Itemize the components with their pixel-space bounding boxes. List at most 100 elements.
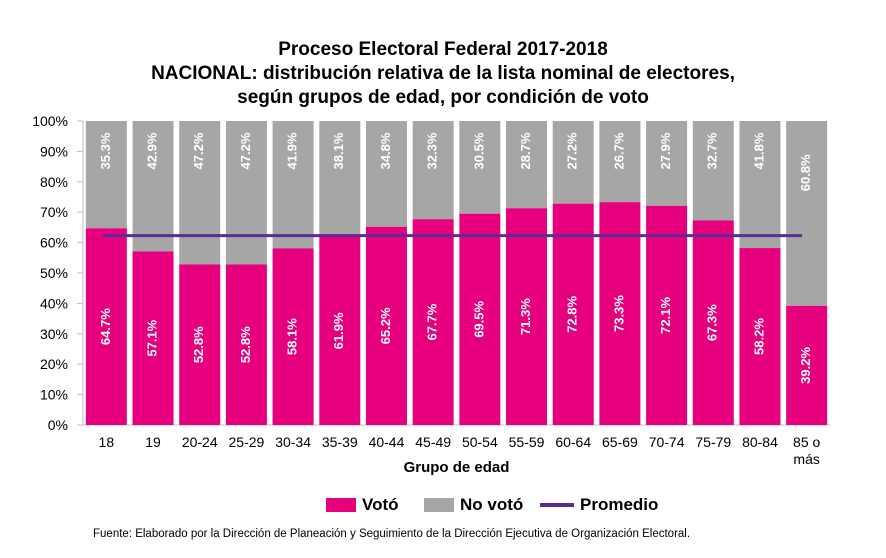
data-label-no-voto: 35.3%: [98, 132, 113, 169]
bar-voto: [319, 236, 361, 425]
bar-no-voto: [272, 121, 314, 249]
y-tick-label: 10%: [40, 387, 68, 403]
bar-voto: [225, 264, 267, 425]
chart-title-line-1: Proceso Electoral Federal 2017-2018: [278, 39, 608, 60]
legend-item-voto: Votó: [326, 495, 399, 515]
bar-voto: [786, 305, 828, 425]
data-label-no-voto: 26.7%: [611, 132, 626, 169]
legend-swatch-voto: [326, 498, 356, 512]
x-tick-label: 25-29: [229, 434, 265, 450]
y-tick-label: 60%: [40, 235, 68, 251]
bar-no-voto: [552, 121, 594, 204]
x-tick-label: 55-59: [509, 434, 545, 450]
legend-swatch-no-voto: [424, 498, 454, 512]
data-label-no-voto: 38.1%: [331, 132, 346, 169]
data-label-voto: 71.3%: [518, 298, 533, 335]
y-tick-label: 70%: [40, 204, 68, 220]
y-tick-label: 80%: [40, 174, 68, 190]
chart-title-line-3: según grupos de edad, por condición de v…: [237, 87, 649, 108]
legend-swatch-promedio: [540, 503, 574, 507]
data-label-voto: 64.7%: [98, 308, 113, 345]
x-tick-label: 65-69: [602, 434, 638, 450]
bar-voto: [646, 205, 688, 425]
bar-no-voto: [459, 121, 501, 214]
bar-voto: [599, 202, 641, 425]
bar-voto: [506, 208, 548, 425]
data-label-no-voto: 60.8%: [798, 154, 813, 191]
data-label-voto: 72.1%: [658, 297, 673, 334]
bar-voto: [85, 228, 127, 425]
bar-no-voto: [506, 121, 548, 209]
data-label-voto: 67.3%: [705, 304, 720, 341]
legend-label-no-voto: No votó: [460, 495, 524, 514]
x-tick-label: 85 o: [793, 434, 820, 450]
x-axis-title: Grupo de edad: [404, 459, 510, 476]
legend-label-promedio: Promedio: [580, 495, 659, 514]
bar-no-voto: [599, 121, 641, 203]
bar-voto: [552, 203, 594, 425]
x-tick-label: 18: [99, 434, 115, 450]
data-label-voto: 58.1%: [285, 318, 300, 355]
bar-no-voto: [85, 121, 127, 229]
x-tick-label: 80-84: [742, 434, 778, 450]
source-note: Fuente: Elaborado por la Dirección de Pl…: [93, 528, 691, 540]
bar-no-voto: [692, 121, 734, 221]
x-tick-label: 45-49: [415, 434, 451, 450]
y-tick-label: 0%: [48, 417, 68, 433]
y-tick-label: 90%: [40, 143, 68, 159]
data-label-voto: 52.8%: [238, 326, 253, 363]
bar-voto: [412, 219, 454, 425]
bar-voto: [692, 220, 734, 425]
data-label-voto: 72.8%: [565, 295, 580, 332]
x-tick-label: 35-39: [322, 434, 358, 450]
x-tick-label: 60-64: [555, 434, 591, 450]
bar-voto: [739, 248, 781, 425]
data-label-voto: 73.3%: [611, 295, 626, 332]
y-tick-label: 100%: [32, 113, 68, 129]
chart-title-line-2: NACIONAL: distribución relativa de la li…: [151, 63, 735, 84]
data-label-no-voto: 27.2%: [565, 132, 580, 169]
x-tick-label: 19: [145, 434, 161, 450]
bar-no-voto: [319, 121, 361, 237]
legend-label-voto: Votó: [362, 495, 399, 514]
data-label-no-voto: 34.8%: [378, 132, 393, 169]
data-label-voto: 69.5%: [471, 300, 486, 337]
bar-no-voto: [739, 121, 781, 249]
x-tick-label: 30-34: [275, 434, 311, 450]
bar-voto: [132, 251, 174, 425]
bar-no-voto: [225, 121, 267, 265]
x-tick-label: 50-54: [462, 434, 498, 450]
data-label-no-voto: 41.9%: [285, 132, 300, 169]
y-tick-label: 50%: [40, 265, 68, 281]
data-label-voto: 52.8%: [191, 326, 206, 363]
legend: Votó No votó Promedio: [0, 495, 886, 517]
x-tick-label: más: [793, 451, 819, 467]
bar-no-voto: [412, 121, 454, 220]
data-label-no-voto: 41.8%: [751, 132, 766, 169]
legend-item-no-voto: No votó: [424, 495, 523, 515]
x-tick-label: 40-44: [369, 434, 405, 450]
bar-no-voto: [179, 121, 221, 265]
y-tick-label: 20%: [40, 356, 68, 372]
x-tick-label: 75-79: [695, 434, 731, 450]
bar-voto: [365, 226, 407, 425]
legend-item-promedio: Promedio: [540, 495, 658, 515]
data-label-voto: 61.9%: [331, 312, 346, 349]
data-label-no-voto: 32.3%: [425, 132, 440, 169]
data-label-no-voto: 32.7%: [705, 132, 720, 169]
bar-voto: [272, 248, 314, 425]
stacked-bar-chart: 0% 10% 20% 30% 40% 50% 60% 70% 80% 90% 100% 64.7% 35…: [32, 113, 830, 476]
bar-voto: [179, 264, 221, 425]
y-tick-label: 40%: [40, 295, 68, 311]
bar-no-voto: [646, 121, 688, 206]
x-tick-label: 20-24: [182, 434, 218, 450]
data-label-no-voto: 47.2%: [238, 132, 253, 169]
bar-no-voto: [786, 121, 828, 306]
data-label-voto: 58.2%: [751, 318, 766, 355]
bar-no-voto: [365, 121, 407, 227]
data-label-no-voto: 28.7%: [518, 132, 533, 169]
bar-no-voto: [132, 121, 174, 252]
bar-voto: [459, 213, 501, 425]
data-label-no-voto: 27.9%: [658, 132, 673, 169]
